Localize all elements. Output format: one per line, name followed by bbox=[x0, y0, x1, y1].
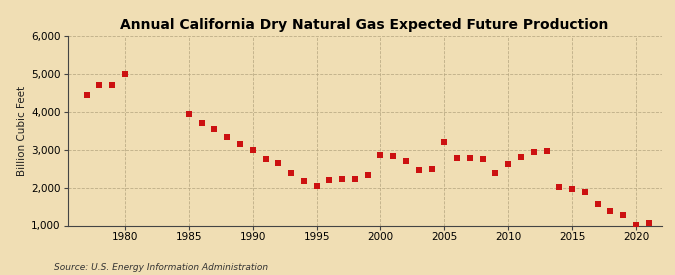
Point bbox=[286, 171, 296, 175]
Point bbox=[490, 171, 501, 175]
Point bbox=[426, 167, 437, 172]
Point bbox=[362, 173, 373, 178]
Point bbox=[196, 121, 207, 125]
Point bbox=[81, 92, 92, 97]
Point bbox=[439, 140, 450, 144]
Point bbox=[311, 183, 322, 188]
Point bbox=[643, 221, 654, 226]
Point bbox=[477, 157, 488, 161]
Point bbox=[413, 167, 424, 172]
Point bbox=[388, 153, 399, 158]
Point bbox=[298, 179, 309, 183]
Point bbox=[605, 209, 616, 213]
Point bbox=[247, 147, 258, 152]
Title: Annual California Dry Natural Gas Expected Future Production: Annual California Dry Natural Gas Expect… bbox=[120, 18, 609, 32]
Point bbox=[324, 178, 335, 182]
Point bbox=[119, 72, 130, 77]
Point bbox=[401, 159, 412, 163]
Point bbox=[94, 83, 105, 87]
Point bbox=[452, 156, 462, 160]
Point bbox=[464, 156, 475, 160]
Point bbox=[222, 134, 233, 139]
Point bbox=[107, 83, 117, 87]
Text: Source: U.S. Energy Information Administration: Source: U.S. Energy Information Administ… bbox=[54, 263, 268, 272]
Point bbox=[618, 213, 628, 218]
Point bbox=[567, 187, 578, 192]
Point bbox=[541, 149, 552, 154]
Point bbox=[273, 161, 284, 165]
Point bbox=[260, 156, 271, 161]
Point bbox=[579, 190, 590, 195]
Point bbox=[503, 162, 514, 166]
Point bbox=[337, 177, 348, 182]
Point bbox=[592, 202, 603, 207]
Point bbox=[184, 112, 194, 116]
Point bbox=[516, 155, 526, 160]
Point bbox=[630, 222, 641, 227]
Point bbox=[209, 127, 220, 132]
Point bbox=[554, 185, 565, 189]
Point bbox=[234, 142, 245, 146]
Point bbox=[350, 177, 360, 182]
Y-axis label: Billion Cubic Feet: Billion Cubic Feet bbox=[17, 86, 27, 176]
Point bbox=[375, 152, 386, 157]
Point bbox=[529, 150, 539, 155]
